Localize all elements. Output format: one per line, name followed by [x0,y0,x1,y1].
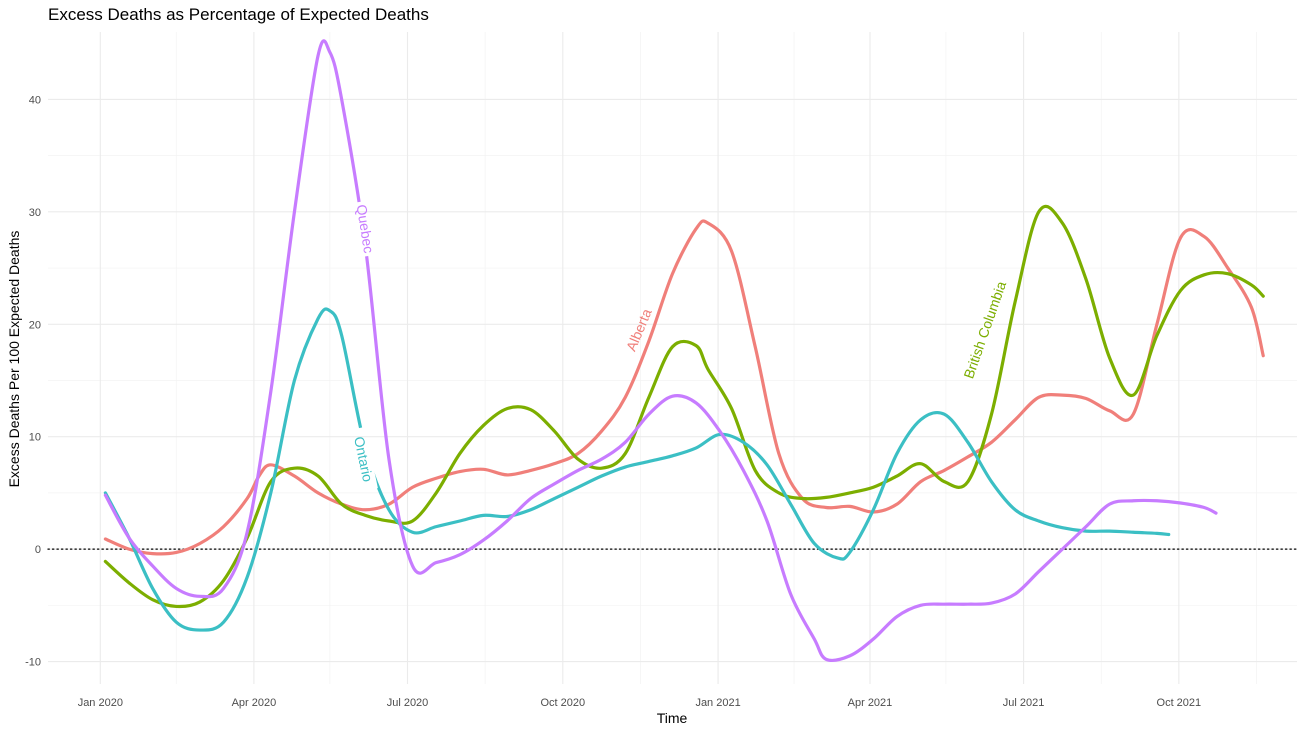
y-tick-label: 30 [29,207,41,219]
x-tick-label: Oct 2021 [1157,697,1202,709]
series-label-ontario: Ontario [351,435,376,483]
series-label-quebec: Quebec [354,203,378,254]
x-tick-label: Jul 2020 [387,697,429,709]
x-tick-label: Jul 2021 [1003,697,1045,709]
y-tick-label: 0 [35,544,41,556]
y-tick-label: -10 [25,657,41,669]
series-line-quebec [103,39,1218,663]
y-tick-label: 20 [29,319,41,331]
x-tick-label: Oct 2020 [540,697,585,709]
grid [48,32,1297,684]
series-lines [103,39,1265,663]
y-tick-label: 40 [29,94,41,106]
axis-ticks: -10 0 10 20 30 40 Jan 2020 Apr 2020 Jul 2020 Oct … [25,94,1201,709]
x-axis-title: Time [657,710,688,726]
series-line-ontario [103,307,1171,632]
y-tick-label: 10 [29,432,41,444]
series-label-alberta: Alberta [623,306,655,353]
x-tick-label: Apr 2021 [848,697,893,709]
y-axis-title: Excess Deaths Per 100 Expected Deaths [6,231,22,488]
x-tick-label: Jan 2021 [695,697,740,709]
x-tick-label: Jan 2020 [78,697,123,709]
x-tick-label: Apr 2020 [232,697,277,709]
series-line-british-columbia [103,204,1265,609]
chart-title: Excess Deaths as Percentage of Expected … [48,5,429,24]
series-line-alberta [103,219,1265,556]
